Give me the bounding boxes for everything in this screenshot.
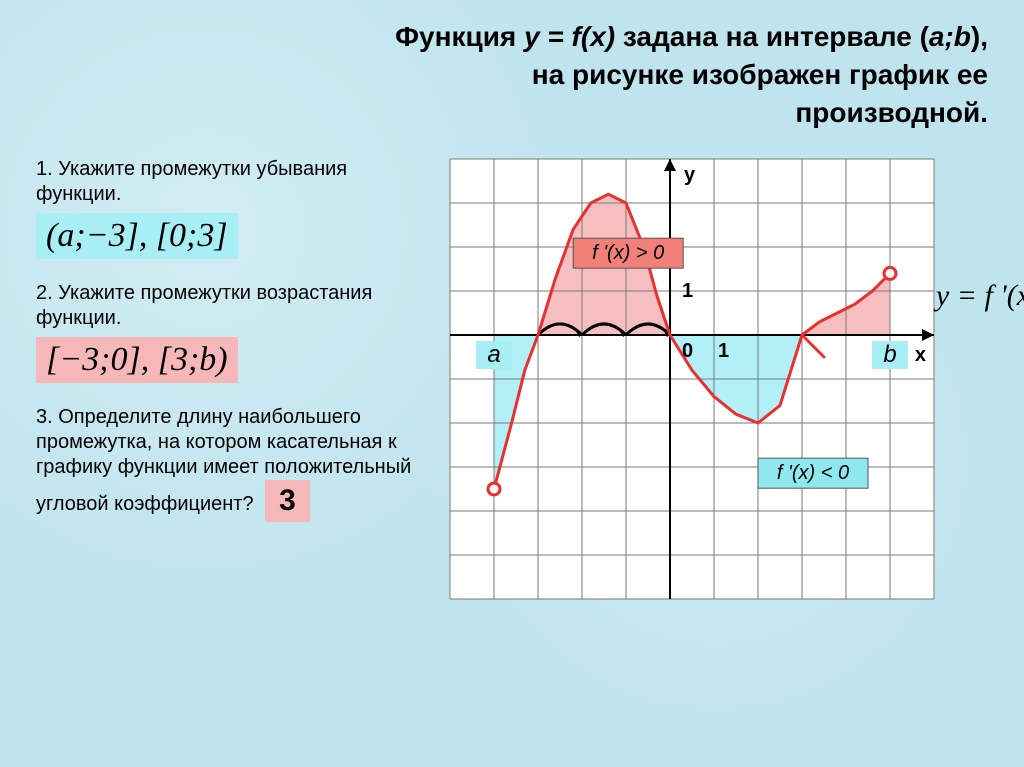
page-title: Функция у = f(x) задана на интервале (a;… — [36, 18, 988, 131]
svg-text:b: b — [883, 341, 896, 368]
svg-text:у: у — [684, 164, 696, 186]
graph-column: f '(x) > 0f '(x) < 0ух011ab y = f '(x) — [440, 149, 988, 609]
derivative-graph: f '(x) > 0 f '(x) < 0 у х 0 1 1 a b — [440, 149, 944, 609]
svg-text:1: 1 — [718, 340, 729, 362]
svg-text:1: 1 — [682, 280, 693, 302]
equation-label: y = f '(x) — [936, 279, 1024, 313]
question-1: 1. Укажите промежутки убывания функции. — [36, 157, 416, 207]
question-3: 3. Определите длину наибольшего промежут… — [36, 405, 416, 522]
svg-text:х: х — [915, 344, 926, 366]
svg-text:a: a — [487, 341, 500, 368]
questions-column: 1. Укажите промежутки убывания функции. … — [36, 149, 416, 609]
svg-text:0: 0 — [682, 340, 693, 362]
answer-3: 3 — [265, 480, 310, 522]
answer-2: [−3;0], [3;b) — [36, 337, 238, 383]
question-2: 2. Укажите промежутки возрастания функци… — [36, 281, 416, 331]
svg-text:f '(x) < 0: f '(x) < 0 — [777, 463, 849, 485]
svg-text:f '(x) > 0: f '(x) > 0 — [592, 243, 664, 265]
answer-1: (a;−3], [0;3] — [36, 213, 238, 259]
